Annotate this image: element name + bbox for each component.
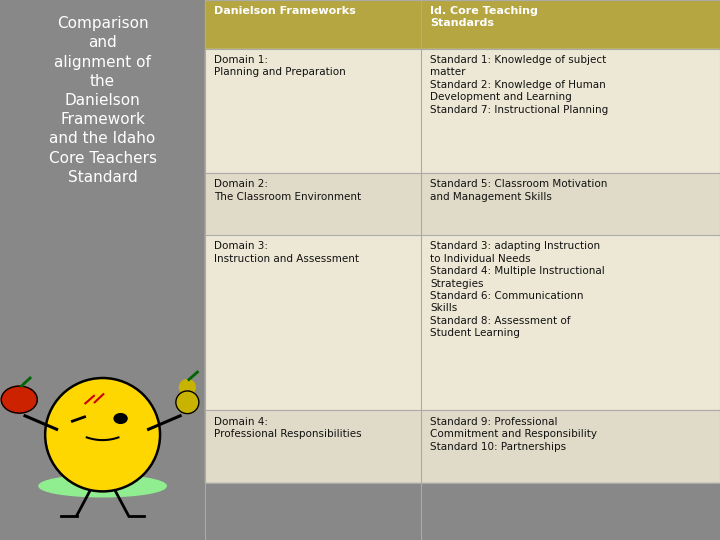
Text: Danielson Frameworks: Danielson Frameworks [214, 6, 356, 17]
Bar [421, 483, 720, 540]
Text: Standard 1: Knowledge of subject
matter
Standard 2: Knowledge of Human
Developme: Standard 1: Knowledge of subject matter … [430, 55, 608, 114]
Bar [205, 483, 421, 540]
Circle shape [1, 386, 37, 413]
Ellipse shape [45, 378, 160, 491]
Bar [205, 235, 421, 410]
Bar [421, 410, 720, 483]
Text: Standard 3: adapting Instruction
to Individual Needs
Standard 4: Multiple Instru: Standard 3: adapting Instruction to Indi… [430, 241, 605, 338]
Bar [421, 235, 720, 410]
Bar [205, 173, 421, 235]
Bar [205, 0, 421, 49]
Text: Standard 5: Classroom Motivation
and Management Skills: Standard 5: Classroom Motivation and Man… [430, 179, 608, 201]
Ellipse shape [39, 475, 166, 497]
Ellipse shape [179, 380, 195, 395]
Text: Domain 3:
Instruction and Assessment: Domain 3: Instruction and Assessment [214, 241, 359, 264]
Bar [421, 49, 720, 173]
Text: Domain 1:
Planning and Preparation: Domain 1: Planning and Preparation [214, 55, 346, 77]
Text: Domain 4:
Professional Responsibilities: Domain 4: Professional Responsibilities [214, 417, 361, 439]
Bar [421, 0, 720, 49]
Ellipse shape [176, 391, 199, 414]
Bar [205, 410, 421, 483]
Bar [0, 0, 205, 540]
Text: Id. Core Teaching
Standards: Id. Core Teaching Standards [430, 6, 538, 28]
Text: Comparison
and
alignment of
the
Danielson
Framework
and the Idaho
Core Teachers
: Comparison and alignment of the Danielso… [48, 16, 157, 185]
Bar [205, 49, 421, 173]
Circle shape [114, 414, 127, 423]
Text: Standard 9: Professional
Commitment and Responsibility
Standard 10: Partnerships: Standard 9: Professional Commitment and … [430, 417, 597, 451]
Text: Domain 2:
The Classroom Environment: Domain 2: The Classroom Environment [214, 179, 361, 201]
Bar [421, 173, 720, 235]
